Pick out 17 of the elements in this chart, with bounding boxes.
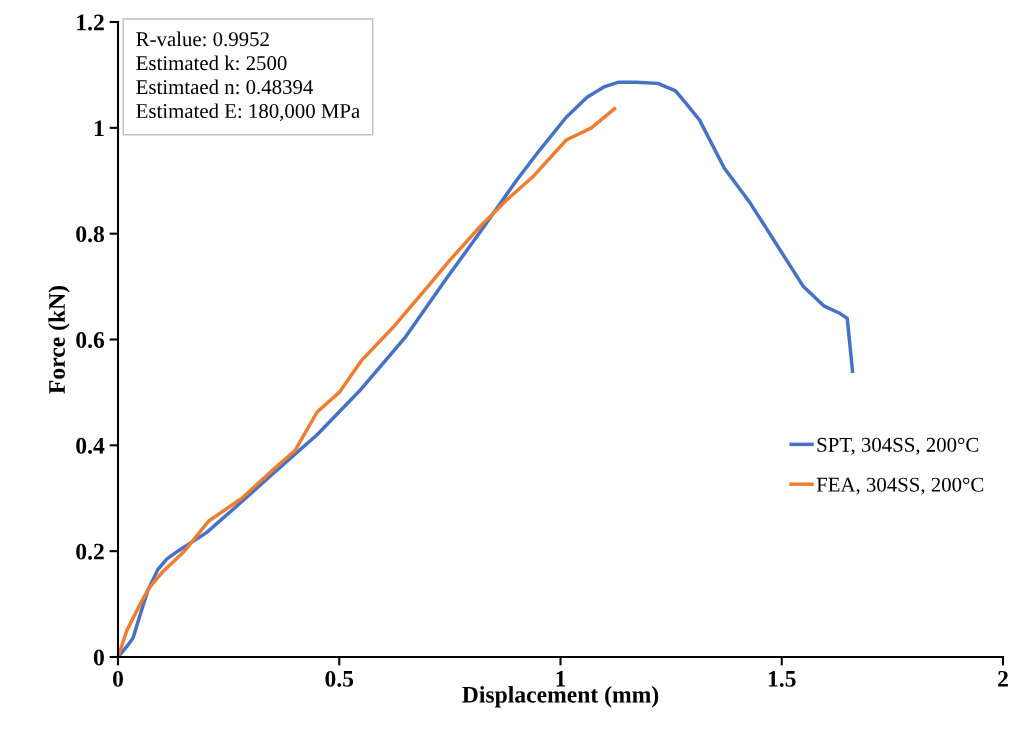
x-axis-title: Displacement (mm) (462, 686, 659, 708)
x-tick-label: 0 (113, 670, 123, 687)
legend-label: SPT, 304SS, 200°C (817, 437, 979, 455)
y-tick-label: 1 (94, 120, 104, 137)
annotation: R-value: 0.9952 Estimated k: 2500 Estimtaed n: 0.48394 Estimated E: 180,000 MPa (136, 31, 360, 122)
y-tick-label: 0.8 (76, 226, 105, 243)
y-axis-title: Force (kN) (48, 286, 70, 394)
y-tick-label: 1.2 (77, 14, 104, 31)
x-tick-label: 1 (556, 670, 566, 687)
legend-label: FEA, 304SS, 200°C (816, 477, 984, 495)
y-tick-label: 0.6 (76, 331, 105, 349)
x-tick-label: 0.5 (325, 670, 354, 687)
y-tick-label: 0 (93, 649, 104, 666)
y-tick-label: 0.2 (76, 543, 104, 560)
y-tick-label: 0.4 (76, 437, 105, 454)
x-tick-label: 2 (998, 670, 1008, 687)
x-tick-label: 1.5 (768, 670, 796, 687)
